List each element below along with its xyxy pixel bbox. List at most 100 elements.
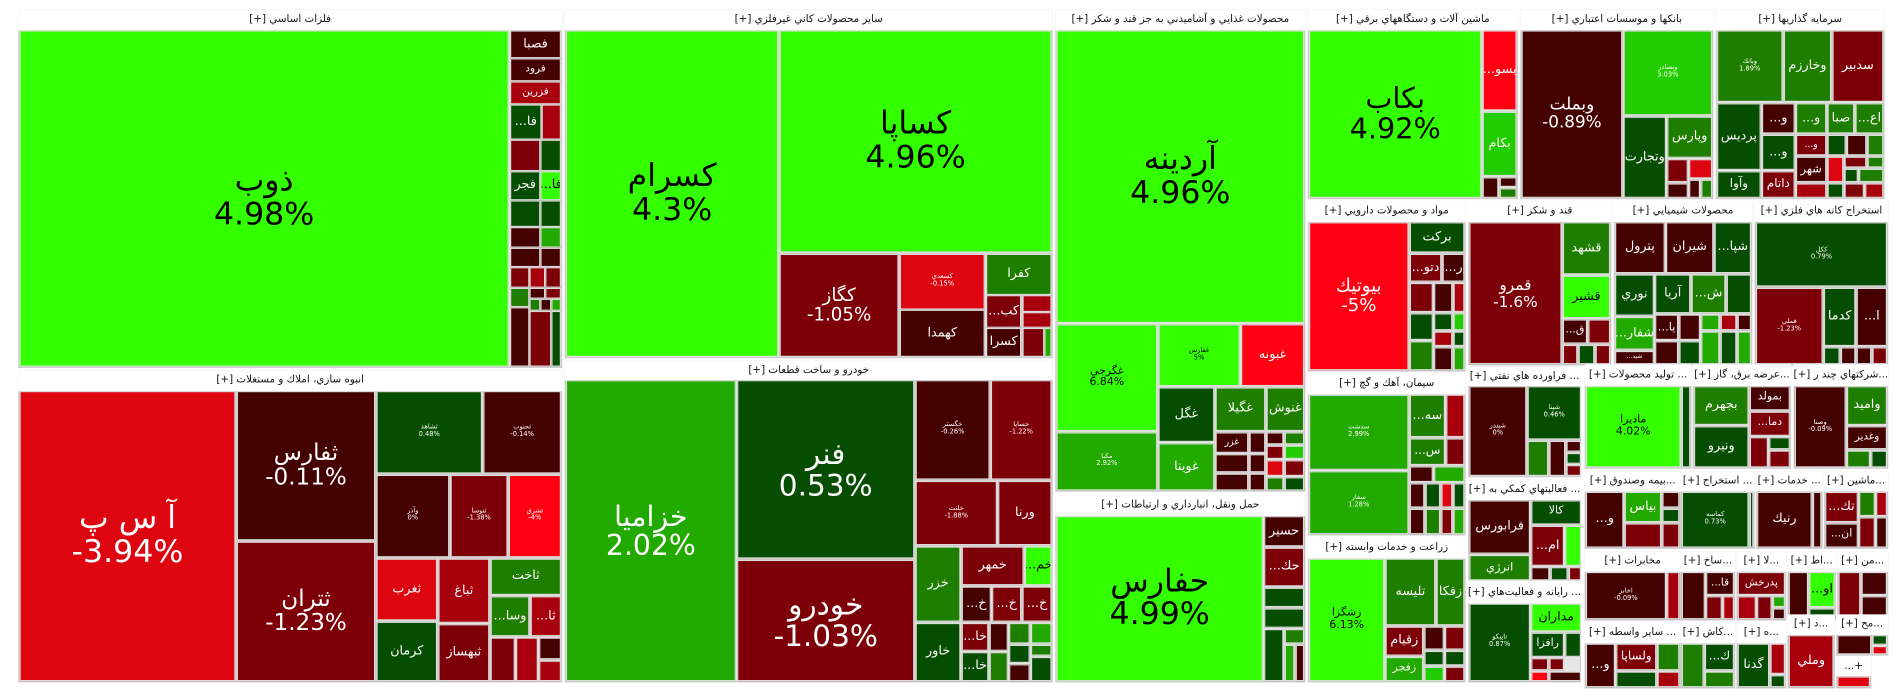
stock-tile[interactable]: ولساپا: [1616, 643, 1657, 671]
stock-tile[interactable]: [1441, 508, 1453, 535]
stock-tile[interactable]: وصنا -0.09%: [1794, 386, 1846, 468]
stock-tile[interactable]: شهر: [1795, 156, 1827, 183]
stock-tile[interactable]: ...شيد: [1615, 350, 1654, 365]
stock-tile[interactable]: [1667, 183, 1688, 198]
stock-tile[interactable]: مداران: [1531, 603, 1582, 632]
stock-tile[interactable]: ...خ: [992, 586, 1022, 622]
stock-tile[interactable]: ونيرو: [1693, 426, 1749, 468]
stock-tile[interactable]: [545, 267, 562, 288]
stock-tile[interactable]: ...و: [1795, 134, 1827, 156]
stock-tile[interactable]: [1022, 295, 1052, 313]
stock-tile[interactable]: [1838, 571, 1861, 620]
stock-tile[interactable]: [1681, 386, 1691, 468]
stock-tile[interactable]: [1409, 341, 1433, 371]
stock-tile[interactable]: [1859, 168, 1884, 183]
stock-tile[interactable]: آريا: [1655, 274, 1691, 314]
stock-tile[interactable]: [1723, 596, 1735, 620]
stock-tile[interactable]: وآذر 0%: [376, 474, 450, 558]
stock-tile[interactable]: ...حك: [1264, 547, 1305, 587]
stock-tile[interactable]: ...وسا: [490, 596, 530, 637]
stock-tile[interactable]: [1595, 344, 1611, 365]
stock-tile[interactable]: [1284, 445, 1305, 460]
stock-tile[interactable]: [1409, 483, 1425, 508]
stock-tile[interactable]: كسرام 4.3%: [565, 30, 779, 358]
stock-tile[interactable]: [1737, 314, 1752, 331]
stock-tile[interactable]: ...ق: [1562, 319, 1588, 344]
stock-tile[interactable]: [1030, 644, 1052, 656]
stock-tile[interactable]: ثغرب: [376, 558, 438, 621]
stock-tile[interactable]: [1284, 432, 1305, 445]
stock-tile[interactable]: [539, 637, 562, 660]
stock-tile[interactable]: [545, 287, 562, 299]
stock-tile[interactable]: [1565, 525, 1582, 566]
stock-tile[interactable]: ...شپا: [1714, 222, 1752, 274]
stock-tile[interactable]: ...ك: [1704, 643, 1735, 671]
sector-title[interactable]: ماشين آلات و دستگاههاي برقي [+]: [1307, 9, 1518, 31]
sector-title[interactable]: ...شركتهاي چند ر [+]: [1793, 364, 1889, 387]
stock-tile[interactable]: كساپا 4.96%: [779, 30, 1052, 253]
stock-tile[interactable]: ...دما: [1749, 411, 1790, 436]
stock-tile[interactable]: حسير: [1264, 516, 1305, 547]
stock-tile[interactable]: [540, 247, 562, 268]
stock-tile[interactable]: [1788, 571, 1809, 620]
stock-tile[interactable]: ككل 0.79%: [1755, 222, 1888, 287]
stock-tile[interactable]: [1434, 331, 1453, 347]
sector-title[interactable]: ...كاش [+]: [1680, 622, 1736, 644]
stock-tile[interactable]: [1823, 347, 1840, 365]
stock-tile[interactable]: [1562, 344, 1578, 365]
stock-tile[interactable]: [529, 298, 541, 311]
stock-tile[interactable]: سدبير: [1832, 30, 1884, 103]
sector-title[interactable]: فلزات اساسي [+]: [18, 9, 563, 31]
stock-tile[interactable]: پرديس: [1717, 103, 1761, 171]
stock-tile[interactable]: خلنت -1.88%: [915, 480, 997, 546]
stock-tile[interactable]: [1749, 437, 1769, 468]
stock-tile[interactable]: [1009, 664, 1030, 682]
stock-tile[interactable]: [1425, 483, 1441, 508]
stock-tile[interactable]: [1434, 282, 1453, 313]
stock-tile[interactable]: [510, 227, 541, 248]
stock-tile[interactable]: ...ا: [1856, 287, 1888, 347]
stock-tile[interactable]: [1264, 629, 1284, 682]
stock-tile[interactable]: [1871, 450, 1888, 468]
stock-tile[interactable]: خمهر: [961, 546, 1024, 586]
stock-tile[interactable]: [1264, 608, 1305, 628]
stock-tile[interactable]: [529, 287, 546, 299]
stock-tile[interactable]: [1876, 491, 1888, 517]
stock-tile[interactable]: [1445, 626, 1465, 650]
stock-tile[interactable]: [541, 104, 562, 140]
stock-tile[interactable]: [1409, 282, 1433, 313]
stock-tile[interactable]: وپارس: [1667, 116, 1713, 158]
stock-tile[interactable]: ...و: [1761, 134, 1795, 171]
stock-tile[interactable]: فرود: [510, 58, 562, 82]
stock-tile[interactable]: [989, 622, 1008, 651]
sector-title[interactable]: ...لا [+]: [1736, 551, 1787, 572]
sector-title[interactable]: ... استخراج [+]: [1680, 471, 1755, 492]
stock-tile[interactable]: [1846, 134, 1867, 156]
stock-tile[interactable]: ...قا: [1706, 571, 1735, 596]
stock-tile[interactable]: [1737, 331, 1752, 365]
stock-tile[interactable]: ...او: [1809, 571, 1835, 608]
stock-tile[interactable]: ثشرق -4%: [508, 474, 562, 558]
stock-tile[interactable]: [1453, 347, 1465, 371]
stock-tile[interactable]: [1266, 460, 1284, 477]
stock-tile[interactable]: [1837, 676, 1871, 688]
stock-tile[interactable]: بمولد: [1749, 386, 1790, 411]
stock-tile[interactable]: ...خا: [961, 652, 989, 682]
stock-tile[interactable]: [1588, 319, 1611, 344]
stock-tile[interactable]: [1409, 508, 1425, 535]
stock-tile[interactable]: كرمان: [376, 621, 438, 682]
stock-tile[interactable]: [510, 307, 530, 367]
sector-title[interactable]: ...اط [+]: [1787, 551, 1837, 572]
stock-tile[interactable]: [1616, 671, 1657, 688]
stock-tile[interactable]: بياس: [1624, 491, 1662, 523]
stock-tile[interactable]: [1453, 483, 1465, 508]
stock-tile[interactable]: شپنا 0.46%: [1527, 386, 1582, 440]
stock-tile[interactable]: ثبهساز: [438, 624, 490, 682]
stock-tile[interactable]: [1662, 491, 1680, 508]
stock-tile[interactable]: غنوش: [1266, 387, 1305, 432]
stock-tile[interactable]: فصبا: [510, 30, 562, 59]
stock-tile[interactable]: قشهد: [1562, 222, 1611, 275]
sector-title[interactable]: ... ساير واسطه [+]: [1584, 622, 1681, 644]
stock-tile[interactable]: [1531, 567, 1550, 581]
stock-tile[interactable]: وتجارت: [1623, 116, 1667, 198]
